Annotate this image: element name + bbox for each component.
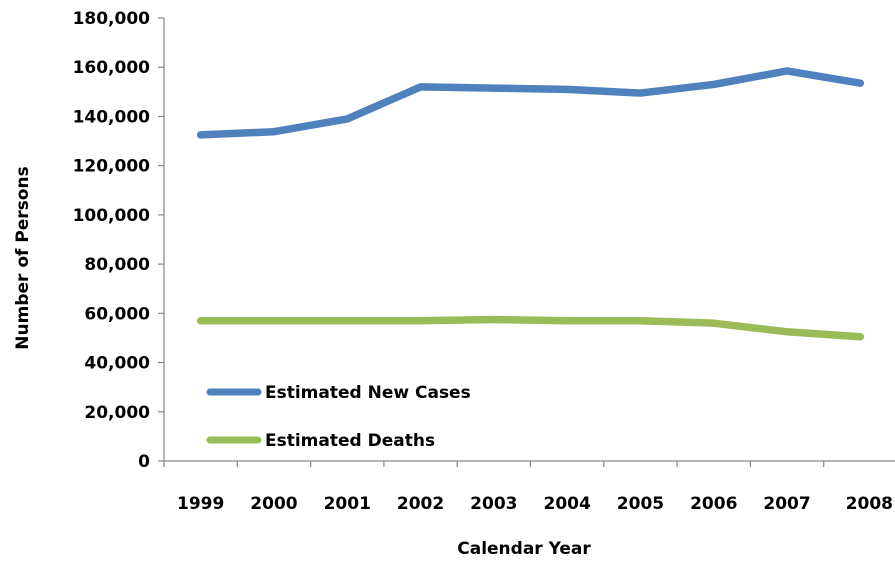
y-tick-label: 80,000 — [84, 255, 150, 275]
x-axis: 1999 2000 2001 2002 2003 2004 2005 2006 2007 2008 — [164, 461, 895, 514]
y-tick-label: 180,000 — [73, 9, 151, 29]
y-tick-label: 160,000 — [73, 58, 151, 78]
legend-label: Estimated Deaths — [265, 431, 435, 451]
y-tick-label: 100,000 — [73, 206, 151, 226]
x-tick-label: 2008 — [846, 494, 893, 514]
x-tick-label: 2004 — [543, 494, 590, 514]
y-tick-label: 0 — [138, 452, 150, 472]
series-line-new-cases — [201, 71, 861, 135]
y-tick-label: 120,000 — [73, 157, 151, 177]
series-layer — [201, 71, 861, 337]
x-tick-label: 2007 — [763, 494, 810, 514]
x-tick-label: 2002 — [397, 494, 444, 514]
x-tick-label: 2006 — [690, 494, 737, 514]
y-tick-label: 60,000 — [84, 304, 150, 324]
x-tick-label: 2000 — [250, 494, 297, 514]
x-tick-label: 2005 — [617, 494, 664, 514]
series-line-deaths — [201, 319, 861, 336]
x-tick-label: 1999 — [177, 494, 224, 514]
legend-label: Estimated New Cases — [265, 383, 471, 403]
y-tick-label: 40,000 — [84, 354, 150, 374]
y-tick-label: 20,000 — [84, 403, 150, 423]
x-tick-label: 2003 — [470, 494, 517, 514]
x-tick-label: 2001 — [324, 494, 371, 514]
x-axis-title: Calendar Year — [457, 539, 591, 559]
y-axis-title: Number of Persons — [13, 166, 33, 349]
legend: Estimated New Cases Estimated Deaths — [210, 383, 471, 451]
y-axis: 0 20,000 40,000 60,000 80,000 100,000 120,000 1… — [73, 9, 164, 472]
y-tick-label: 140,000 — [73, 107, 151, 127]
